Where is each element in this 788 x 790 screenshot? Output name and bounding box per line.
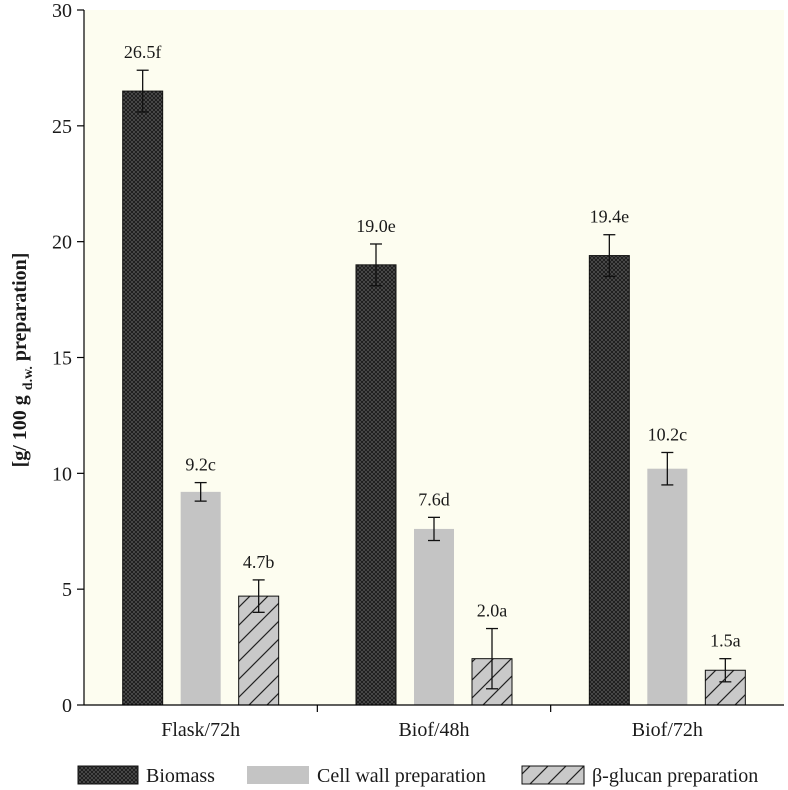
y-tick-label: 5 <box>62 579 72 601</box>
y-tick-label: 20 <box>52 232 72 254</box>
y-axis-label-tail: preparation] <box>9 253 31 362</box>
y-axis-label-subscript: d.w. <box>21 366 36 390</box>
legend-label: β-glucan preparation <box>592 765 758 787</box>
y-tick-label: 10 <box>52 463 72 485</box>
data-label: 2.0a <box>477 601 508 621</box>
y-tick-label: 15 <box>52 348 72 370</box>
error-bar <box>603 234 616 278</box>
y-axis-label-main: [g/ 100 g <box>9 395 31 467</box>
bar-cell-wall-preparation-biof-48h <box>414 528 454 705</box>
data-label: 19.4e <box>590 207 630 227</box>
legend-label: Biomass <box>146 765 215 787</box>
data-label: 9.2c <box>185 455 216 475</box>
y-axis-label: [g/ 100 g d.w. preparation] <box>9 253 37 468</box>
error-bar <box>370 243 382 287</box>
data-label: 7.6d <box>418 489 450 509</box>
y-tick-label: 0 <box>62 695 72 717</box>
legend-label: Cell wall preparation <box>317 765 486 787</box>
bar-biomass-biof-72h <box>588 255 630 706</box>
error-bars-layer <box>136 69 732 690</box>
error-bar <box>252 579 265 613</box>
y-tick-label: 25 <box>52 116 72 138</box>
legend: Biomass Cell wall preparation β-glucan pre… <box>77 765 758 787</box>
x-ticks: Flask/72h Biof/48h Biof/72h <box>161 705 703 741</box>
bar-cell-wall-preparation-biof-72h <box>647 468 688 705</box>
legend-swatch <box>77 765 139 785</box>
y-ticks: 0 5 10 15 20 25 30 <box>52 0 84 717</box>
legend-item: β-glucan preparation <box>521 765 758 787</box>
error-bar <box>428 516 440 542</box>
bars-layer <box>122 90 746 706</box>
legend-item: Biomass <box>77 765 215 787</box>
bar-biomass-flask-72h <box>122 90 164 706</box>
data-label: 4.7b <box>243 552 275 572</box>
error-bar <box>136 69 149 113</box>
error-bar <box>719 658 732 683</box>
bar-biomass-biof-48h <box>355 264 397 706</box>
error-bar <box>194 481 207 502</box>
bar--glucan-preparation-flask-72h <box>238 595 280 706</box>
bar-cell-wall-preparation-flask-72h <box>180 491 221 705</box>
legend-swatch <box>247 766 309 784</box>
data-label: 10.2c <box>648 424 688 444</box>
x-tick-label: Biof/72h <box>632 719 703 741</box>
data-label: 26.5f <box>124 42 162 62</box>
x-tick-label: Flask/72h <box>161 719 240 741</box>
error-bar <box>661 451 674 486</box>
y-tick-label: 30 <box>52 0 72 22</box>
data-label: 1.5a <box>710 631 741 651</box>
x-tick-label: Biof/48h <box>398 719 469 741</box>
data-labels-layer: 26.5f 9.2c 4.7b 19.0e 7.6d 2.0a 19.4e 10.2c 1.5a <box>124 42 741 650</box>
data-label: 19.0e <box>356 216 396 236</box>
legend-swatch <box>521 765 585 785</box>
legend-item: Cell wall preparation <box>247 765 486 787</box>
error-bar <box>486 627 498 690</box>
